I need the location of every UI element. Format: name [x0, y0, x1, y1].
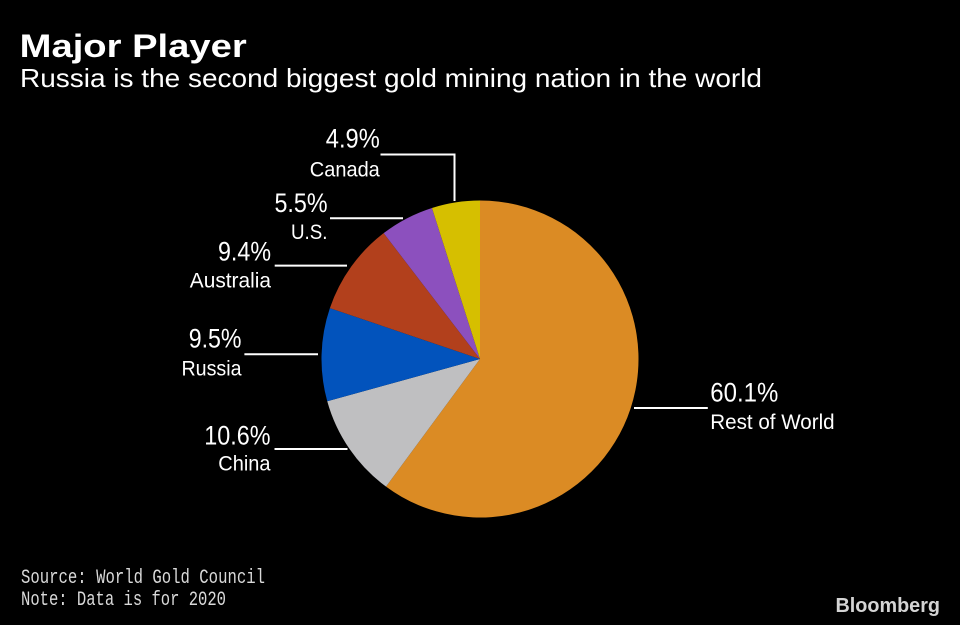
svg-text:U.S.: U.S.: [291, 221, 328, 244]
svg-text:Note: Data is for 2020: Note: Data is for 2020: [21, 589, 226, 612]
svg-text:10.6%: 10.6%: [204, 421, 270, 451]
svg-text:Rest of World: Rest of World: [710, 411, 834, 434]
svg-text:Bloomberg: Bloomberg: [836, 595, 941, 617]
svg-text:Source: World Gold Council: Source: World Gold Council: [21, 567, 265, 590]
svg-text:China: China: [218, 452, 270, 475]
svg-text:4.9%: 4.9%: [326, 124, 380, 154]
svg-text:Australia: Australia: [190, 270, 272, 293]
svg-text:Russia: Russia: [182, 358, 242, 381]
svg-text:Russia is the second biggest g: Russia is the second biggest gold mining…: [20, 63, 762, 93]
svg-text:60.1%: 60.1%: [710, 378, 778, 408]
svg-text:9.4%: 9.4%: [218, 237, 271, 267]
svg-text:9.5%: 9.5%: [189, 324, 242, 354]
svg-text:Major Player: Major Player: [20, 28, 247, 64]
svg-text:5.5%: 5.5%: [275, 188, 328, 218]
svg-text:Canada: Canada: [310, 159, 380, 182]
